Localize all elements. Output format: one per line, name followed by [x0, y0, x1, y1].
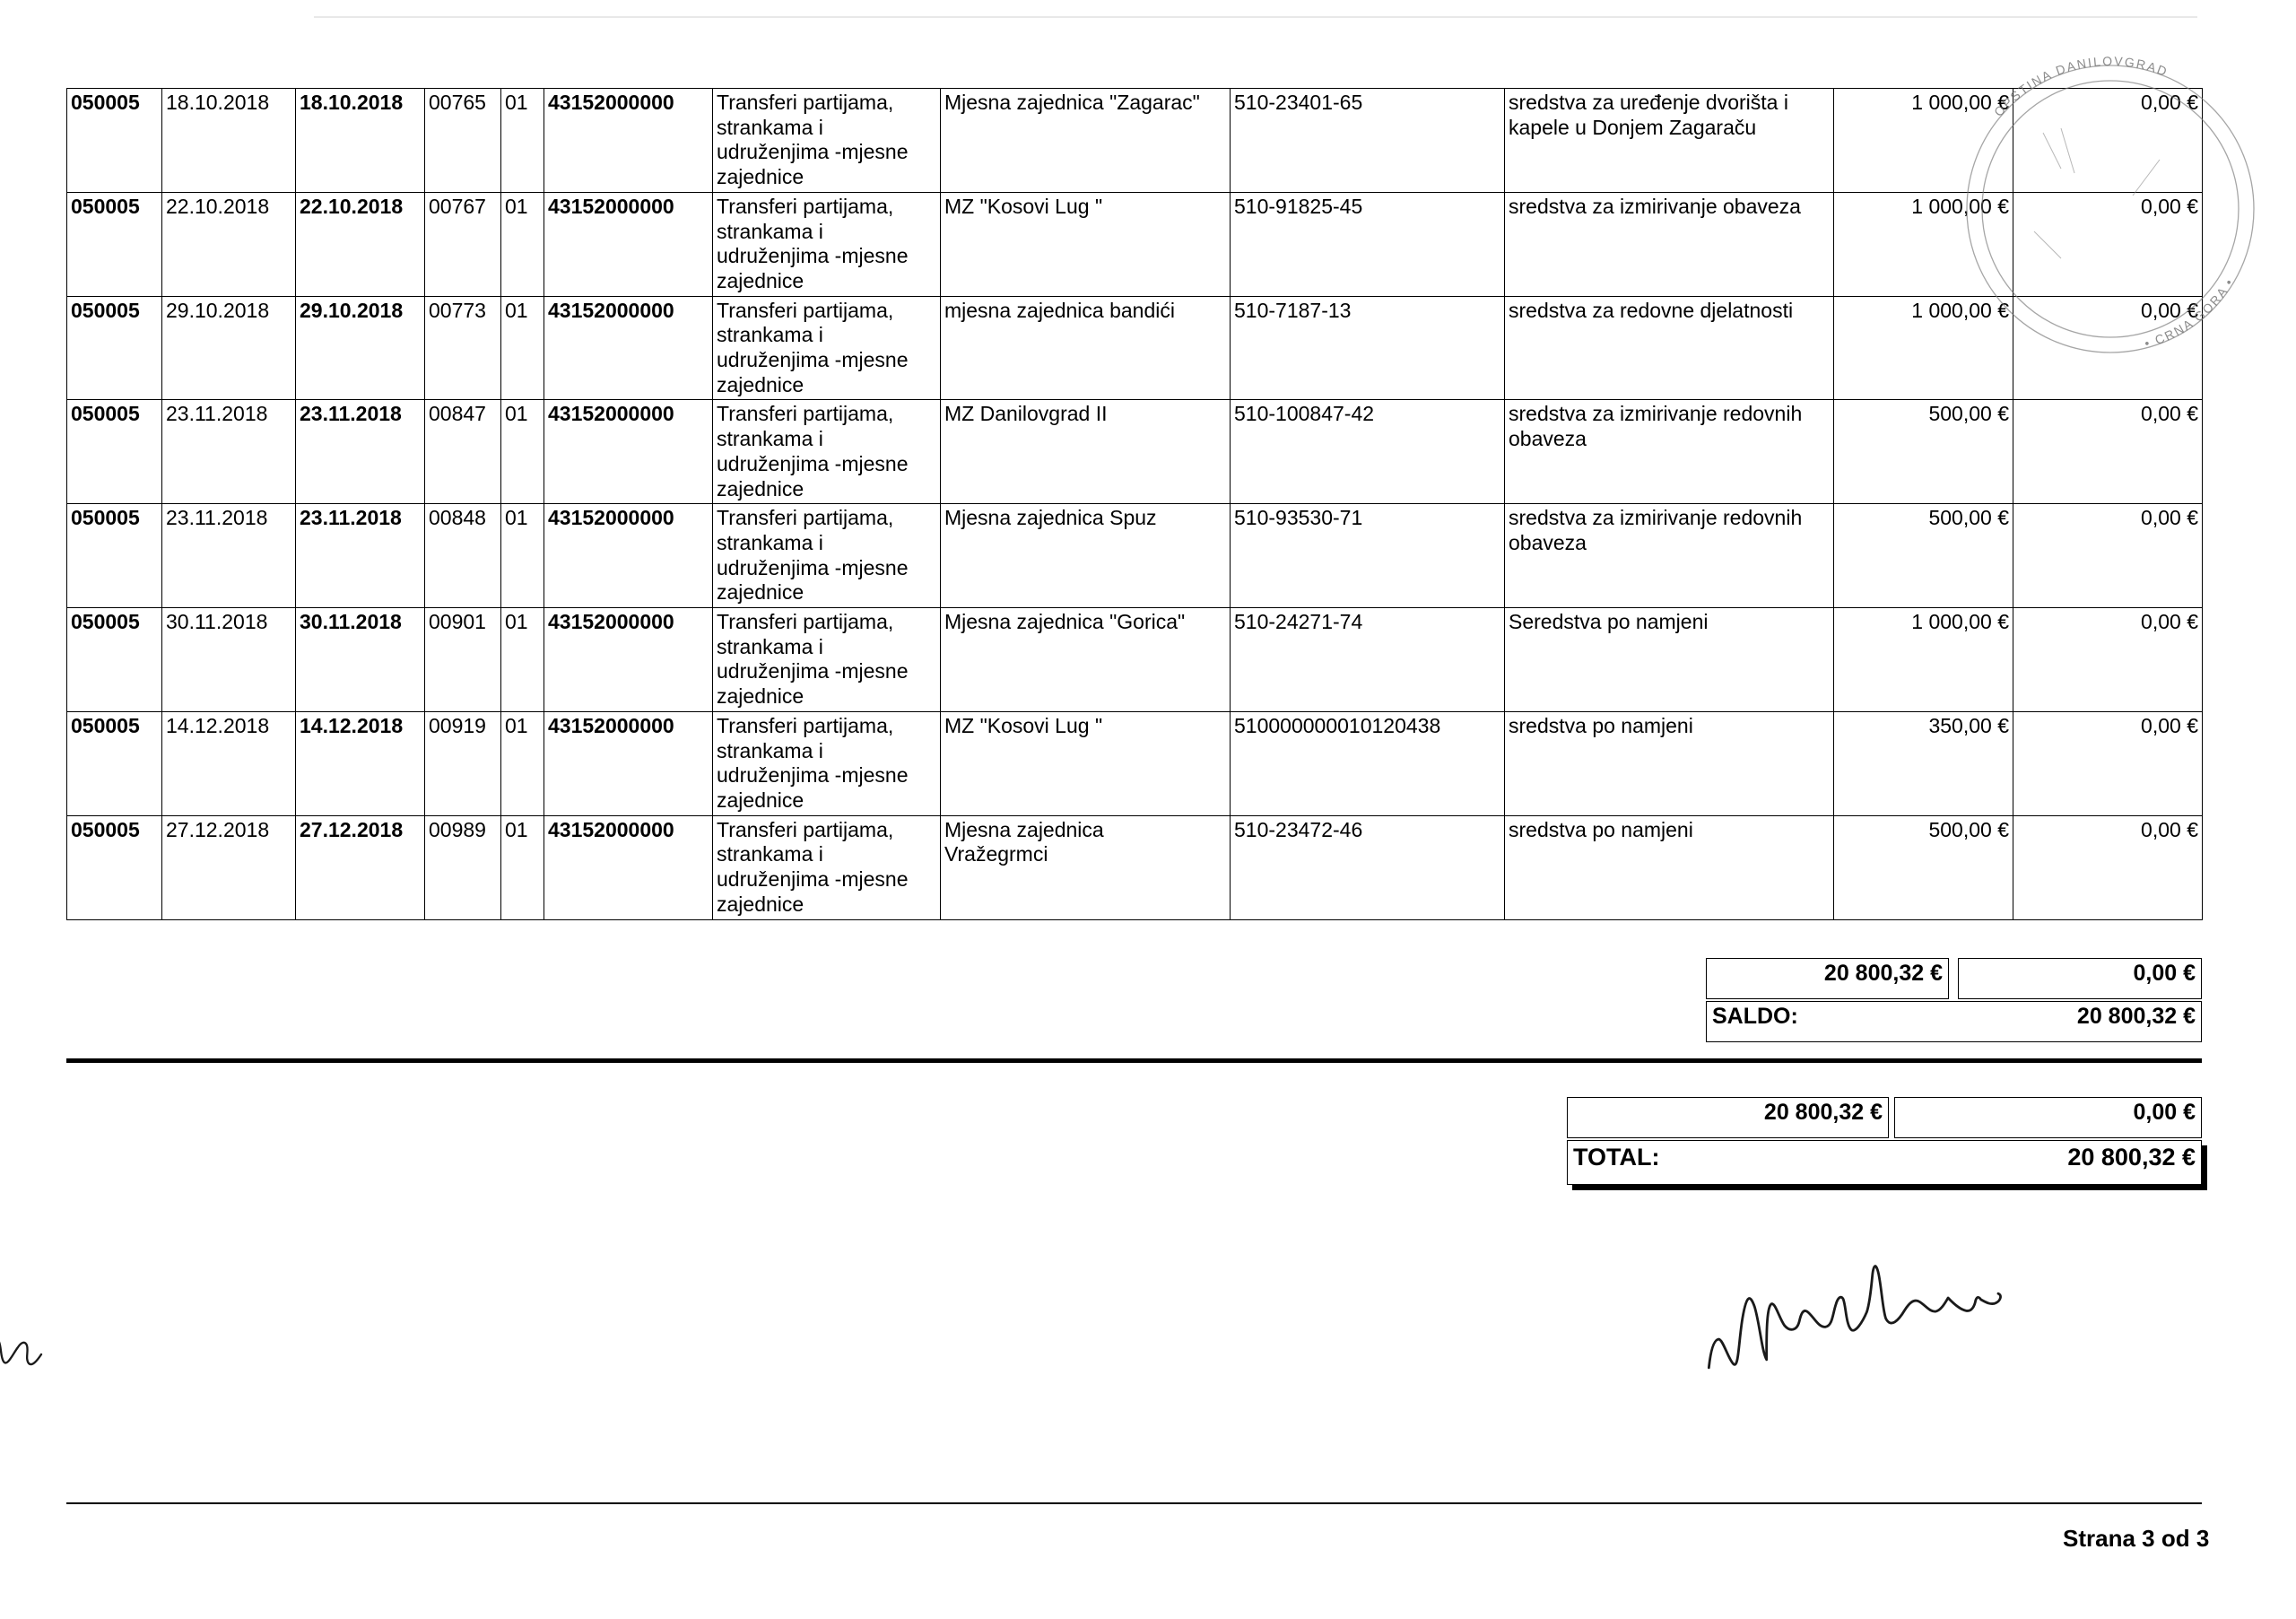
svg-text:OPSTINA DANILOVGRAD: OPSTINA DANILOVGRAD: [1991, 54, 2170, 119]
svg-text:• CRNA GORA •: • CRNA GORA •: [2143, 275, 2237, 351]
